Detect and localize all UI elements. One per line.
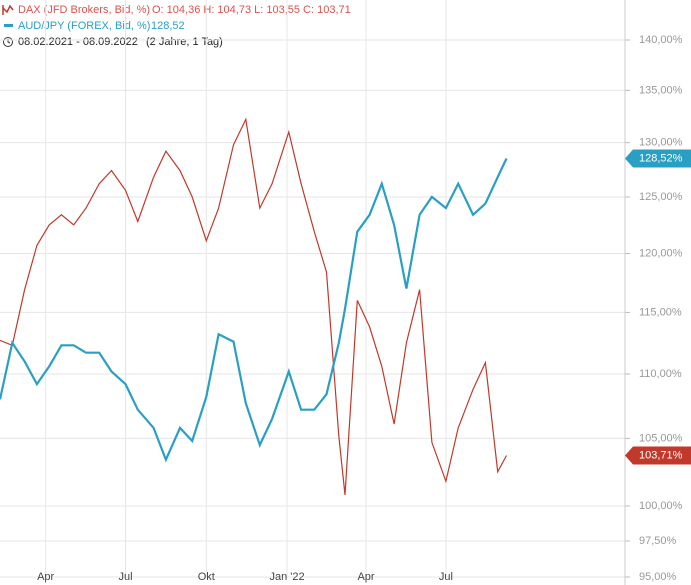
legend-name: AUD/JPY (FOREX, Bid, %) xyxy=(18,20,150,32)
x-tick-label: Jan '22 xyxy=(269,571,304,583)
price-tag-label: 128,52% xyxy=(639,152,683,164)
clock-icon xyxy=(3,37,13,47)
y-tick-label: 110,00% xyxy=(639,368,682,380)
y-tick-label: 97,50% xyxy=(639,535,677,547)
y-tick-label: 120,00% xyxy=(639,247,683,259)
x-tick-label: Jul xyxy=(439,571,453,583)
series-line xyxy=(0,117,508,495)
price-tag xyxy=(625,446,691,465)
legend-icon xyxy=(2,4,14,15)
legend-icon xyxy=(4,24,13,27)
y-tick-label: 115,00% xyxy=(639,306,682,318)
y-tick-label: 95,00% xyxy=(639,571,677,583)
legend: DAX (JFD Brokers, Bid, %) O: 104,36 H: 1… xyxy=(2,4,351,48)
price-tag-label: 103,71% xyxy=(639,449,683,461)
grid xyxy=(0,0,630,578)
y-tick-label: 125,00% xyxy=(639,191,683,203)
legend-info: O: 104,36 H: 104,73 L: 103,55 C: 103,71 xyxy=(152,4,351,16)
y-tick-label: 135,00% xyxy=(639,84,683,96)
y-tick-label: 105,00% xyxy=(639,432,683,444)
period: (2 Jahre, 1 Tag) xyxy=(146,36,223,48)
legend-name: DAX (JFD Brokers, Bid, %) xyxy=(18,4,150,16)
legend-info: 128,52 xyxy=(151,20,185,32)
price-tag xyxy=(625,149,691,168)
series-line xyxy=(0,158,508,463)
y-tick-label: 130,00% xyxy=(639,137,683,149)
x-tick-label: Okt xyxy=(198,571,215,583)
x-tick-label: Apr xyxy=(357,571,374,583)
y-tick-label: 100,00% xyxy=(639,500,683,512)
date-range: 08.02.2021 - 08.09.2022 xyxy=(18,36,138,48)
x-tick-label: Apr xyxy=(37,571,54,583)
y-tick-label: 140,00% xyxy=(639,34,683,46)
x-tick-label: Jul xyxy=(118,571,132,583)
